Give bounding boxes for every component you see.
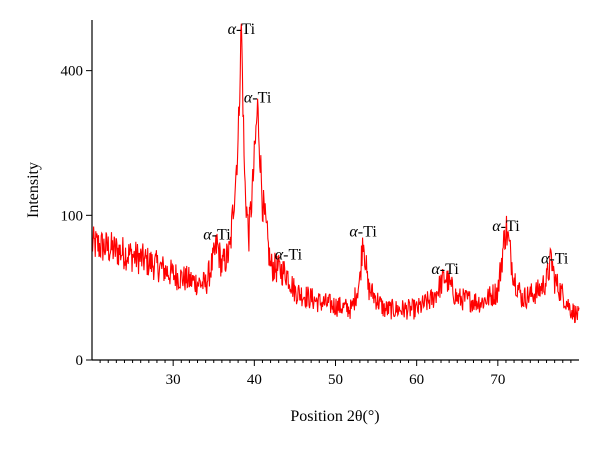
peak-label: α-Ti bbox=[492, 218, 520, 235]
peak-label: α-Ti bbox=[275, 247, 303, 264]
y-tick-label: 100 bbox=[61, 208, 84, 224]
peak-label: α-Ti bbox=[244, 90, 272, 107]
peak-label: α-Ti bbox=[228, 21, 256, 38]
x-tick-label: 60 bbox=[409, 372, 424, 388]
peak-label: α-Ti bbox=[349, 224, 377, 241]
x-axis-title: Position 2θ(°) bbox=[290, 408, 379, 425]
x-tick-label: 40 bbox=[247, 372, 262, 388]
label-layer: α-Ti α-Ti α-Ti α-Ti α-Ti α-Ti α-Ti α-Ti bbox=[203, 21, 569, 278]
series-line bbox=[91, 23, 580, 324]
y-axis-title: Intensity bbox=[25, 162, 42, 218]
peak-label: α-Ti bbox=[431, 261, 459, 278]
x-tick-label: 70 bbox=[490, 372, 505, 388]
peak-label: α-Ti bbox=[203, 226, 231, 243]
axis-layer: 30 40 50 60 70 0 100 400 bbox=[61, 20, 579, 388]
plot-layer bbox=[91, 23, 580, 324]
peak-label: α-Ti bbox=[541, 250, 569, 267]
x-tick-label: 30 bbox=[166, 372, 181, 388]
y-tick-label: 0 bbox=[76, 353, 84, 369]
y-tick-label: 400 bbox=[61, 64, 84, 80]
x-tick-label: 50 bbox=[328, 372, 343, 388]
